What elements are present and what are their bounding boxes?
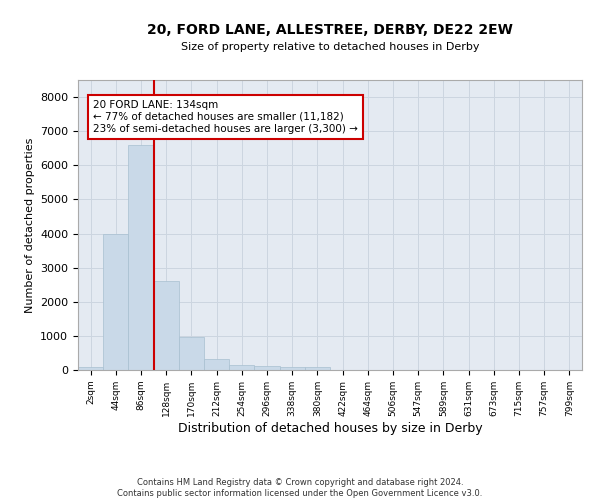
Text: 20, FORD LANE, ALLESTREE, DERBY, DE22 2EW: 20, FORD LANE, ALLESTREE, DERBY, DE22 2E… bbox=[147, 22, 513, 36]
Bar bbox=[229, 365, 254, 370]
Bar bbox=[204, 358, 229, 370]
Text: Contains HM Land Registry data © Crown copyright and database right 2024.
Contai: Contains HM Land Registry data © Crown c… bbox=[118, 478, 482, 498]
Bar bbox=[305, 368, 330, 370]
Bar bbox=[280, 368, 305, 370]
X-axis label: Distribution of detached houses by size in Derby: Distribution of detached houses by size … bbox=[178, 422, 482, 434]
Bar bbox=[78, 368, 103, 370]
Text: 20 FORD LANE: 134sqm
← 77% of detached houses are smaller (11,182)
23% of semi-d: 20 FORD LANE: 134sqm ← 77% of detached h… bbox=[93, 100, 358, 134]
Bar bbox=[254, 366, 280, 370]
Text: Size of property relative to detached houses in Derby: Size of property relative to detached ho… bbox=[181, 42, 479, 52]
Y-axis label: Number of detached properties: Number of detached properties bbox=[25, 138, 35, 312]
Bar bbox=[154, 280, 179, 370]
Bar bbox=[103, 234, 128, 370]
Bar bbox=[128, 145, 154, 370]
Bar bbox=[179, 337, 204, 370]
